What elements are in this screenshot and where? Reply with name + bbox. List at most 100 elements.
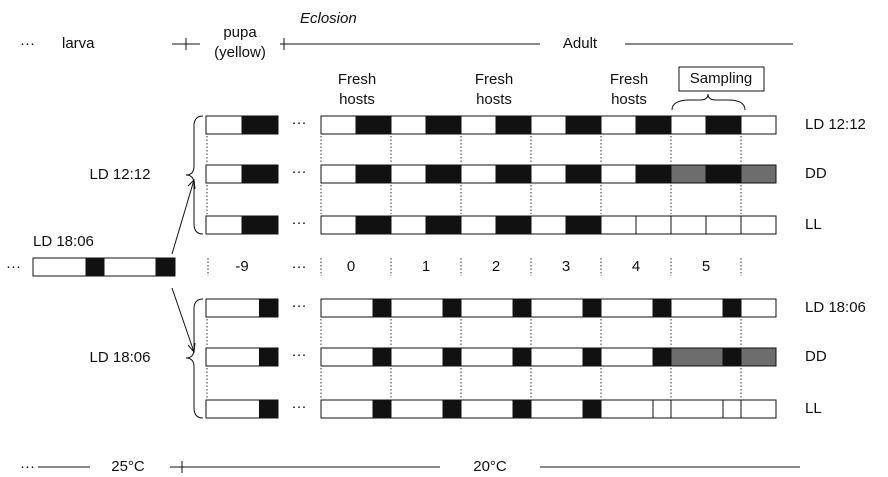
- bar-segment: [582, 347, 602, 367]
- bar-segment: [740, 215, 777, 235]
- bar-segment: [530, 115, 567, 135]
- bar-segment: [155, 257, 176, 277]
- brace: [185, 115, 204, 235]
- bar-segment: [740, 399, 777, 419]
- bar-segment: [512, 347, 532, 367]
- group-label: LD 12:12: [90, 166, 151, 183]
- bar-segment: [205, 164, 243, 184]
- sampling-box: [678, 66, 765, 92]
- day-label: -9: [235, 258, 248, 275]
- row-label: DD: [805, 348, 827, 365]
- bar-segment: [460, 399, 514, 419]
- ellipsis: ···: [292, 346, 307, 363]
- bar-segment: [652, 399, 672, 419]
- temperature-label: 25°C: [111, 458, 145, 475]
- bar-segment: [600, 347, 654, 367]
- stage-label: pupa: [223, 24, 257, 41]
- bar-segment: [372, 298, 392, 318]
- bar-segment: [670, 215, 707, 235]
- bar-segment: [355, 215, 392, 235]
- event-label: Fresh: [475, 71, 513, 88]
- bar-segment: [495, 164, 532, 184]
- row-label: LD 18:06: [805, 299, 866, 316]
- row-label: LD 12:12: [805, 116, 866, 133]
- bar-segment: [530, 399, 584, 419]
- bar-segment: [205, 399, 260, 419]
- event-label: hosts: [339, 91, 375, 108]
- timeline: [280, 38, 540, 50]
- condition-label: LD 18:06: [33, 233, 94, 250]
- bar-segment: [85, 257, 105, 277]
- bar-segment: [355, 115, 392, 135]
- event-label: hosts: [611, 91, 647, 108]
- bar-segment: [320, 164, 357, 184]
- bar-segment: [565, 215, 602, 235]
- bar-segment: [670, 399, 724, 419]
- temperature-label: 20°C: [473, 458, 507, 475]
- bar-segment: [722, 399, 742, 419]
- bar-segment: [372, 399, 392, 419]
- bar-segment: [390, 347, 444, 367]
- bar-segment: [495, 215, 532, 235]
- timeline: [170, 461, 440, 473]
- arrow: [171, 287, 196, 354]
- bar-segment: [205, 215, 243, 235]
- bar-segment: [355, 164, 392, 184]
- bar-segment: [670, 347, 724, 367]
- bar-segment: [600, 115, 637, 135]
- bar-segment: [372, 347, 392, 367]
- bar-segment: [320, 215, 357, 235]
- bar-segment: [722, 347, 742, 367]
- bar-segment: [652, 298, 672, 318]
- bar-segment: [32, 257, 87, 277]
- bar-segment: [425, 164, 462, 184]
- bar-segment: [600, 298, 654, 318]
- bar-segment: [635, 115, 672, 135]
- bar-segment: [512, 399, 532, 419]
- bar-segment: [390, 164, 427, 184]
- day-label: 0: [347, 258, 355, 275]
- day-label: 3: [562, 258, 570, 275]
- bar-segment: [258, 347, 279, 367]
- bar-segment: [320, 298, 374, 318]
- bar-segment: [670, 164, 707, 184]
- event-label: hosts: [476, 91, 512, 108]
- stage-label: (yellow): [214, 44, 266, 61]
- bar-segment: [530, 347, 584, 367]
- row-label: LL: [805, 216, 822, 233]
- bar-segment: [425, 115, 462, 135]
- bar-segment: [442, 298, 462, 318]
- bar-segment: [635, 215, 672, 235]
- ellipsis: ···: [20, 458, 35, 475]
- bar-segment: [460, 115, 497, 135]
- ellipsis: ···: [292, 297, 307, 314]
- bar-segment: [670, 115, 707, 135]
- ellipsis: ···: [292, 258, 307, 275]
- bar-segment: [512, 298, 532, 318]
- row-label: LL: [805, 400, 822, 417]
- bar-segment: [530, 164, 567, 184]
- bar-segment: [205, 115, 243, 135]
- bar-segment: [460, 215, 497, 235]
- row-label: DD: [805, 165, 827, 182]
- day-label: 4: [632, 258, 640, 275]
- brace: [185, 298, 204, 419]
- ellipsis: ···: [20, 35, 35, 52]
- bar-segment: [740, 115, 777, 135]
- event-label: Sampling: [690, 70, 753, 87]
- bar-segment: [390, 215, 427, 235]
- bar-segment: [705, 215, 742, 235]
- day-label: 2: [492, 258, 500, 275]
- bar-segment: [635, 164, 672, 184]
- bar-segment: [241, 115, 279, 135]
- bar-segment: [103, 257, 157, 277]
- bar-segment: [442, 399, 462, 419]
- bar-segment: [705, 164, 742, 184]
- bar-segment: [582, 399, 602, 419]
- event-label: Eclosion: [300, 10, 357, 27]
- bar-segment: [530, 298, 584, 318]
- event-label: Fresh: [338, 71, 376, 88]
- bar-segment: [565, 115, 602, 135]
- bar-segment: [241, 215, 279, 235]
- bar-segment: [258, 298, 279, 318]
